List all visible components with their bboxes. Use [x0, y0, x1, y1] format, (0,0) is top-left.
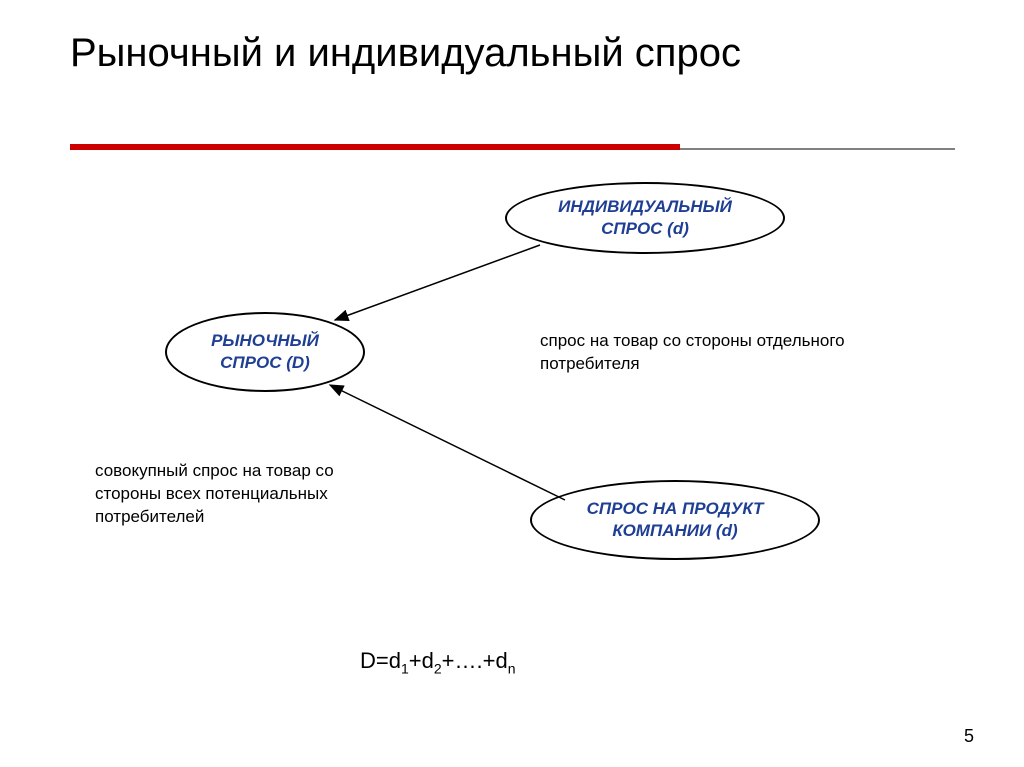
annotation-individual: спрос на товар со стороны отдельного пот… [540, 330, 900, 376]
formula-part: +d [409, 648, 434, 673]
formula-part: D=d [360, 648, 401, 673]
annotation-market: совокупный спрос на товар со стороны все… [95, 460, 395, 529]
accent-thin-line [680, 148, 955, 150]
accent-bar [70, 144, 680, 150]
node-market-demand: РЫНОЧНЫЙ СПРОС (D) [165, 312, 365, 392]
node-individual-demand: ИНДИВИДУАЛЬНЫЙ СПРОС (d) [505, 182, 785, 254]
formula-sub: 2 [434, 660, 442, 676]
formula-sub: 1 [401, 660, 409, 676]
formula-part: +….+d [442, 648, 508, 673]
node-product-label: СПРОС НА ПРОДУКТ КОМПАНИИ (d) [552, 498, 798, 542]
node-market-label: РЫНОЧНЫЙ СПРОС (D) [187, 330, 343, 374]
edge-individual-to-market [335, 245, 540, 320]
formula-sub: n [508, 660, 516, 676]
slide-title: Рыночный и индивидуальный спрос [70, 28, 741, 78]
formula: D=d1+d2+….+dn [360, 648, 516, 676]
node-individual-label: ИНДИВИДУАЛЬНЫЙ СПРОС (d) [527, 196, 763, 240]
page-number: 5 [964, 726, 974, 747]
node-product-demand: СПРОС НА ПРОДУКТ КОМПАНИИ (d) [530, 480, 820, 560]
